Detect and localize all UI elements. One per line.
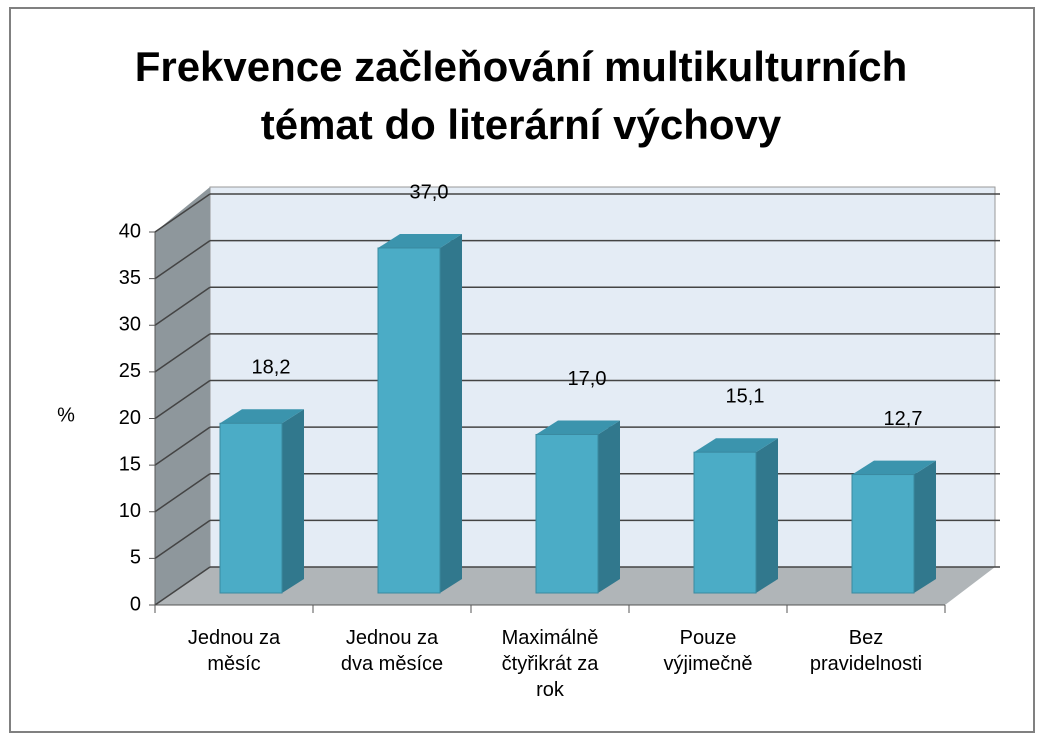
bar-top: [378, 233, 462, 248]
grid-line: [154, 566, 211, 606]
grid-line: [154, 286, 211, 326]
grid-line: [154, 379, 211, 420]
y-tick-label: 15: [119, 453, 141, 475]
chart-title: Frekvence začleňování multikulturních té…: [134, 43, 908, 148]
bar-side: [440, 233, 462, 593]
bar: [377, 247, 441, 594]
y-tick-label: 10: [119, 500, 141, 522]
y-axis-label: %: [57, 404, 75, 426]
grid-line: [154, 193, 211, 233]
bar-side: [598, 420, 620, 593]
y-tick-label: 25: [119, 360, 141, 382]
value-label: 15,1: [726, 385, 765, 407]
bar: [851, 474, 915, 594]
bar: [535, 433, 599, 594]
y-tick-label: 30: [119, 314, 141, 336]
grid-line: [154, 333, 211, 373]
bar-side: [282, 409, 304, 593]
x-tick-label: Jednou za měsíc: [187, 627, 281, 675]
x-tick-label: Jednou za dva měsíce: [340, 627, 444, 675]
y-tick-label: 0: [130, 593, 141, 615]
grid-line: [154, 426, 211, 466]
grid-line: [154, 240, 211, 280]
value-label: 17,0: [568, 368, 607, 390]
bar-side: [914, 460, 936, 593]
y-tick-label: 40: [119, 220, 141, 242]
bar-top: [694, 438, 778, 453]
x-tick-label: Maximálně čtyřikrát za rok: [501, 627, 599, 701]
x-tick-label: Pouze výjimečně: [663, 627, 753, 675]
value-label: 12,7: [884, 408, 923, 430]
y-tick-label: 20: [119, 407, 141, 429]
grid-line: [154, 519, 211, 559]
value-label: 37,0: [410, 181, 449, 203]
bar-top: [852, 460, 936, 475]
side-wall: [155, 187, 210, 605]
bar: [693, 451, 757, 594]
y-tick-label: 5: [130, 547, 141, 569]
bar-top: [220, 409, 304, 424]
bar: [219, 422, 283, 594]
bar-top: [536, 420, 620, 435]
y-tick-label: 35: [119, 267, 141, 289]
bar-side: [756, 438, 778, 593]
x-tick-label: Bez pravidelnosti: [809, 627, 923, 675]
grid-line: [154, 473, 211, 513]
value-label: 18,2: [252, 357, 291, 379]
